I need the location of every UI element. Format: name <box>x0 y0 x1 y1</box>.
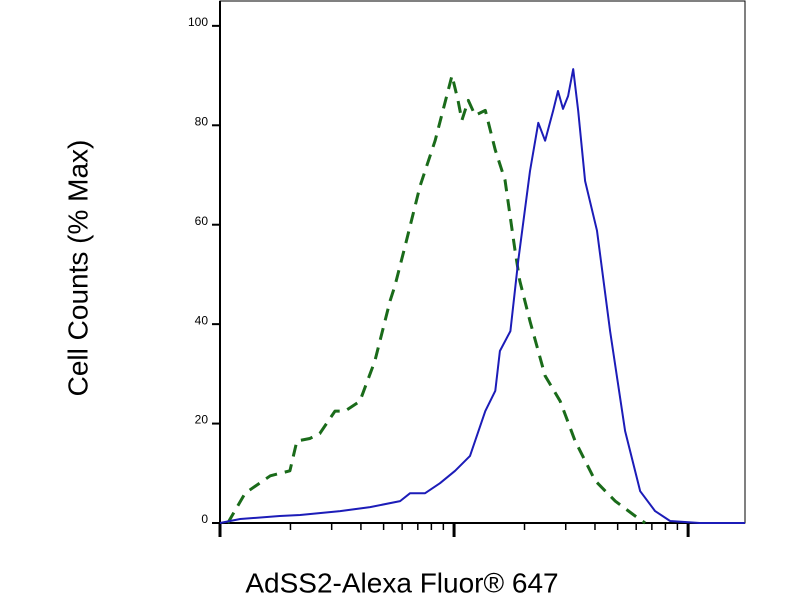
y-tick-label: 60 <box>195 214 209 228</box>
y-tick-label: 40 <box>195 313 209 327</box>
y-tick-label: 0 <box>201 512 208 526</box>
x-axis-label: AdSS2-Alexa Fluor® 647 <box>245 567 558 598</box>
y-tick-label: 100 <box>188 15 208 29</box>
y-axis-label: Cell Counts (% Max) <box>62 140 93 397</box>
series-line <box>219 68 745 524</box>
plot-frame <box>219 0 746 524</box>
series-line <box>226 74 646 525</box>
y-tick-label: 20 <box>195 413 209 427</box>
y-tick-label: 80 <box>195 114 209 128</box>
